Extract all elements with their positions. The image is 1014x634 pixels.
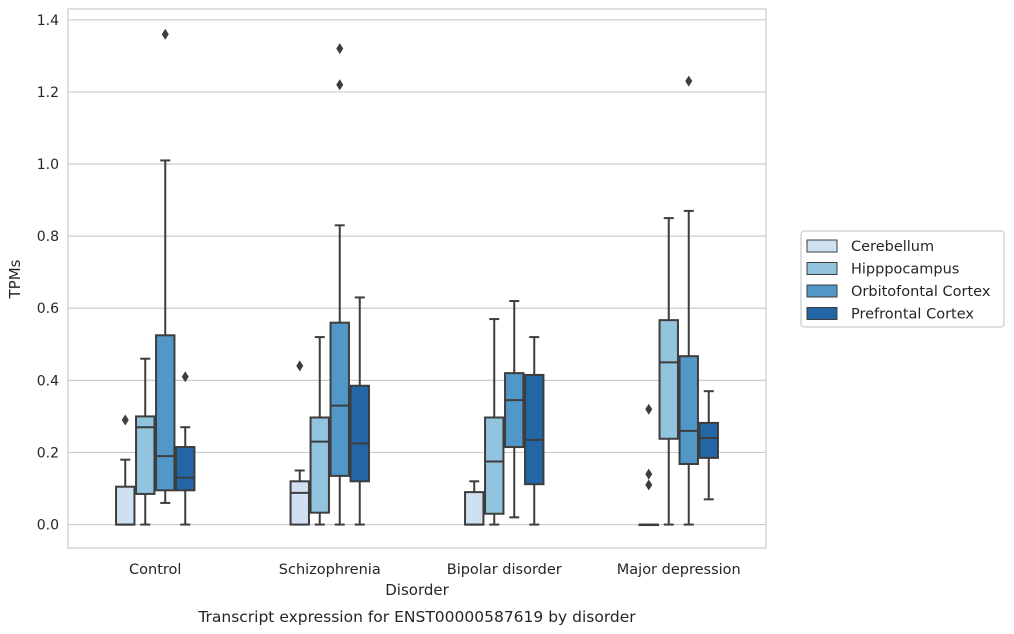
box-iqr	[484, 416, 505, 515]
outlier-point	[296, 360, 304, 372]
box-iqr	[175, 446, 196, 492]
legend-swatch	[806, 284, 838, 298]
outlier-point	[685, 75, 693, 87]
x-tick-labels: Control Schizophrenia Bipolar disorder Majo…	[129, 562, 741, 578]
y-tick-label: 0.0	[37, 518, 59, 534]
y-tick-label: 0.6	[37, 301, 59, 317]
chart-caption: Transcript expression for ENST0000058761…	[197, 608, 636, 626]
y-tick-label: 0.4	[37, 373, 59, 389]
box-orbitofontal-cortex	[155, 28, 176, 504]
box-hipppocampus	[484, 318, 505, 526]
legend-label: Hipppocampus	[851, 262, 959, 278]
box-prefrontal-cortex	[524, 336, 545, 526]
y-tick-label: 1.4	[37, 13, 59, 29]
box-hipppocampus	[135, 357, 156, 526]
box-iqr	[524, 373, 545, 486]
y-tick-labels: 0.0 0.2 0.4 0.6 0.8 1.0 1.2 1.4	[37, 13, 59, 534]
y-tick-label: 0.8	[37, 229, 59, 245]
outlier-point	[645, 468, 653, 480]
legend-swatch	[806, 307, 838, 320]
x-tick-label: Bipolar disorder	[447, 562, 562, 578]
outlier-point	[645, 479, 653, 491]
x-tick-label: Schizophrenia	[279, 562, 381, 578]
box-iqr	[504, 372, 525, 449]
box-iqr	[309, 416, 330, 514]
outlier-point	[121, 414, 129, 426]
box-iqr	[155, 334, 176, 492]
box-orbitofontal-cortex	[678, 75, 699, 526]
plot-frame	[67, 8, 767, 549]
outlier-point	[336, 79, 344, 91]
legend-label: Cerebellum	[851, 239, 934, 255]
legend-item: Orbitofontal Cortex	[806, 284, 991, 300]
legend-item: Prefrontal Cortex	[806, 307, 974, 323]
x-tick-label: Major depression	[617, 562, 741, 578]
box-iqr	[289, 480, 310, 526]
legend-swatch	[806, 239, 838, 253]
box-cerebellum	[464, 480, 485, 526]
box-prefrontal-cortex	[349, 296, 370, 526]
box-iqr	[658, 319, 679, 440]
box-prefrontal-cortex	[175, 371, 196, 526]
box-hipppocampus	[658, 217, 679, 526]
box-iqr	[115, 485, 136, 526]
legend-swatch	[806, 262, 838, 275]
box-cerebellum	[289, 360, 310, 526]
legend-frame	[800, 230, 1005, 328]
box-iqr	[464, 491, 485, 526]
legend-item: Cerebellum	[806, 239, 934, 255]
boxes	[115, 28, 719, 527]
outlier-point	[161, 28, 169, 40]
box-iqr	[678, 355, 699, 465]
box-cerebellum	[638, 403, 659, 527]
outlier-point	[336, 43, 344, 55]
y-axis-label: TPMs	[6, 259, 24, 299]
y-tick-label: 1.0	[37, 157, 59, 173]
legend-label: Orbitofontal Cortex	[851, 284, 991, 300]
box-orbitofontal-cortex	[329, 43, 350, 526]
legend: Cerebellum Hipppocampus Orbitofontal Corte…	[800, 230, 1005, 328]
legend-label: Prefrontal Cortex	[851, 307, 974, 323]
box-hipppocampus	[309, 336, 330, 526]
box-cerebellum	[115, 414, 136, 526]
x-tick-label: Control	[129, 562, 181, 578]
y-tick-label: 0.2	[37, 445, 59, 461]
box-prefrontal-cortex	[698, 390, 719, 501]
box-orbitofontal-cortex	[504, 300, 525, 519]
x-axis-label: Disorder	[385, 581, 449, 599]
box-iqr	[135, 415, 156, 495]
legend-item: Hipppocampus	[806, 262, 959, 278]
box-iqr	[329, 321, 350, 477]
outlier-point	[181, 371, 189, 383]
box-iqr	[349, 384, 370, 483]
outlier-point	[645, 403, 653, 415]
box-iqr	[698, 421, 719, 459]
y-tick-label: 1.2	[37, 85, 59, 101]
